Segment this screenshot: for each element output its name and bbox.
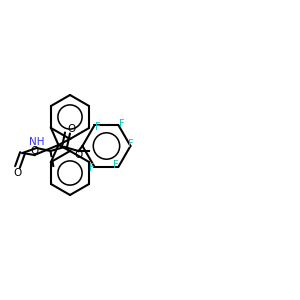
Text: F: F — [128, 139, 133, 148]
Text: O: O — [30, 146, 39, 156]
Text: F: F — [119, 119, 124, 129]
Text: F: F — [89, 163, 94, 173]
Text: O: O — [74, 150, 83, 160]
Text: O: O — [67, 124, 76, 134]
Text: F: F — [95, 122, 100, 132]
Text: F: F — [113, 160, 118, 170]
Text: NH: NH — [29, 137, 44, 147]
Text: O: O — [13, 168, 22, 178]
